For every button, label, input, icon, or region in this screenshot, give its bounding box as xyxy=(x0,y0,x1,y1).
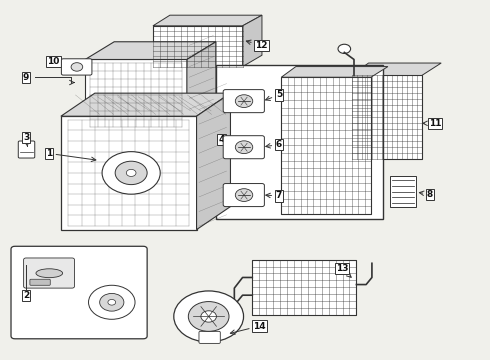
Circle shape xyxy=(338,44,351,54)
Text: 1: 1 xyxy=(46,149,96,162)
FancyBboxPatch shape xyxy=(61,59,92,75)
Circle shape xyxy=(201,311,217,322)
Polygon shape xyxy=(153,15,262,26)
FancyBboxPatch shape xyxy=(11,246,147,339)
Text: 8: 8 xyxy=(419,190,433,199)
Polygon shape xyxy=(281,67,388,77)
Text: 14: 14 xyxy=(230,321,266,334)
FancyBboxPatch shape xyxy=(24,258,74,288)
Polygon shape xyxy=(187,42,216,130)
Text: 9: 9 xyxy=(23,73,29,82)
Text: 2: 2 xyxy=(23,291,29,300)
Circle shape xyxy=(89,285,135,319)
FancyBboxPatch shape xyxy=(18,141,35,158)
Polygon shape xyxy=(196,93,230,230)
Circle shape xyxy=(102,152,160,194)
FancyBboxPatch shape xyxy=(199,331,221,343)
Circle shape xyxy=(71,63,83,71)
Circle shape xyxy=(108,300,116,305)
Polygon shape xyxy=(85,42,216,59)
FancyBboxPatch shape xyxy=(223,90,265,113)
Bar xyxy=(391,176,416,207)
Circle shape xyxy=(235,95,253,108)
Circle shape xyxy=(99,293,124,311)
Text: 7: 7 xyxy=(266,192,282,201)
Text: 5: 5 xyxy=(266,90,282,100)
Ellipse shape xyxy=(36,269,63,278)
Circle shape xyxy=(188,302,229,331)
Text: 4: 4 xyxy=(219,135,225,144)
FancyBboxPatch shape xyxy=(223,136,265,159)
Circle shape xyxy=(235,189,253,202)
Circle shape xyxy=(235,141,253,154)
Text: 11: 11 xyxy=(423,119,441,128)
Bar xyxy=(252,260,356,315)
Circle shape xyxy=(126,169,136,176)
Bar xyxy=(153,26,243,67)
Bar xyxy=(281,77,371,214)
Polygon shape xyxy=(352,63,441,76)
Polygon shape xyxy=(61,93,230,116)
Polygon shape xyxy=(243,15,262,67)
Circle shape xyxy=(174,291,244,342)
Bar xyxy=(352,76,422,159)
Text: 6: 6 xyxy=(266,140,282,149)
FancyBboxPatch shape xyxy=(223,184,265,207)
Text: 12: 12 xyxy=(246,40,268,50)
Text: 10: 10 xyxy=(48,57,68,66)
Polygon shape xyxy=(61,116,196,230)
Polygon shape xyxy=(85,59,187,130)
Bar xyxy=(216,65,383,219)
Circle shape xyxy=(115,161,147,185)
FancyBboxPatch shape xyxy=(30,279,50,285)
Text: 3: 3 xyxy=(23,133,29,146)
Text: 13: 13 xyxy=(336,264,351,277)
